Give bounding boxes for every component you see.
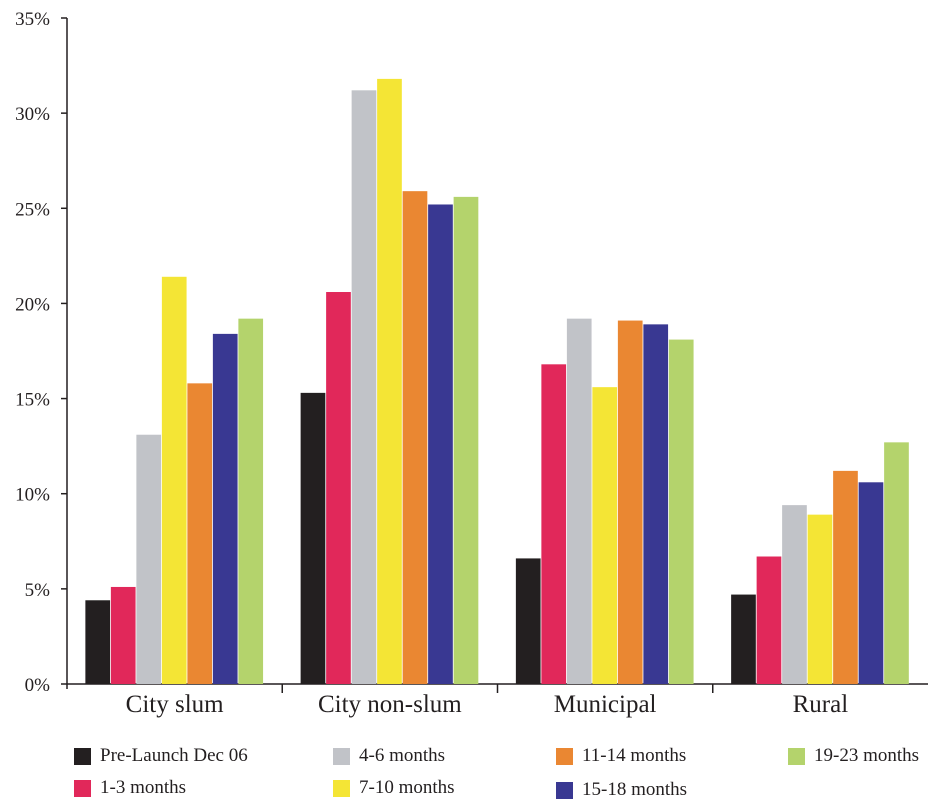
y-tick-label: 25% [15, 199, 50, 220]
bar [300, 392, 326, 684]
y-tick-label: 10% [15, 485, 50, 506]
bar [110, 586, 136, 684]
bar [884, 442, 909, 684]
bar [161, 276, 187, 684]
bar [858, 482, 884, 684]
bar [238, 318, 264, 684]
y-tick-label: 20% [15, 294, 50, 315]
bar [515, 558, 541, 684]
bar [566, 318, 592, 684]
bar [453, 196, 479, 684]
bar [592, 387, 618, 684]
bar [668, 339, 694, 684]
bar [756, 556, 782, 684]
bar [643, 324, 669, 684]
y-tick-label: 15% [15, 390, 50, 411]
bar [782, 505, 807, 684]
y-tick-label: 0% [25, 675, 51, 696]
bar [541, 364, 567, 684]
bar [187, 383, 213, 684]
bar [85, 600, 111, 684]
y-tick-label: 30% [15, 104, 50, 125]
y-tick-label: 35% [15, 9, 50, 30]
bar [212, 333, 238, 684]
bar [402, 191, 428, 684]
bar [833, 470, 858, 684]
bar [377, 78, 402, 685]
bar [351, 90, 377, 684]
y-tick-label: 5% [25, 580, 51, 601]
bar [807, 514, 833, 684]
bar [136, 434, 162, 684]
x-tick-label: City non-slum [318, 691, 462, 718]
bar [326, 292, 351, 684]
x-tick-label: Rural [793, 691, 849, 718]
bar [428, 204, 453, 685]
x-tick-label: Municipal [554, 691, 657, 718]
bar [617, 320, 643, 684]
x-tick-label: City slum [126, 691, 224, 718]
bar [731, 594, 756, 684]
